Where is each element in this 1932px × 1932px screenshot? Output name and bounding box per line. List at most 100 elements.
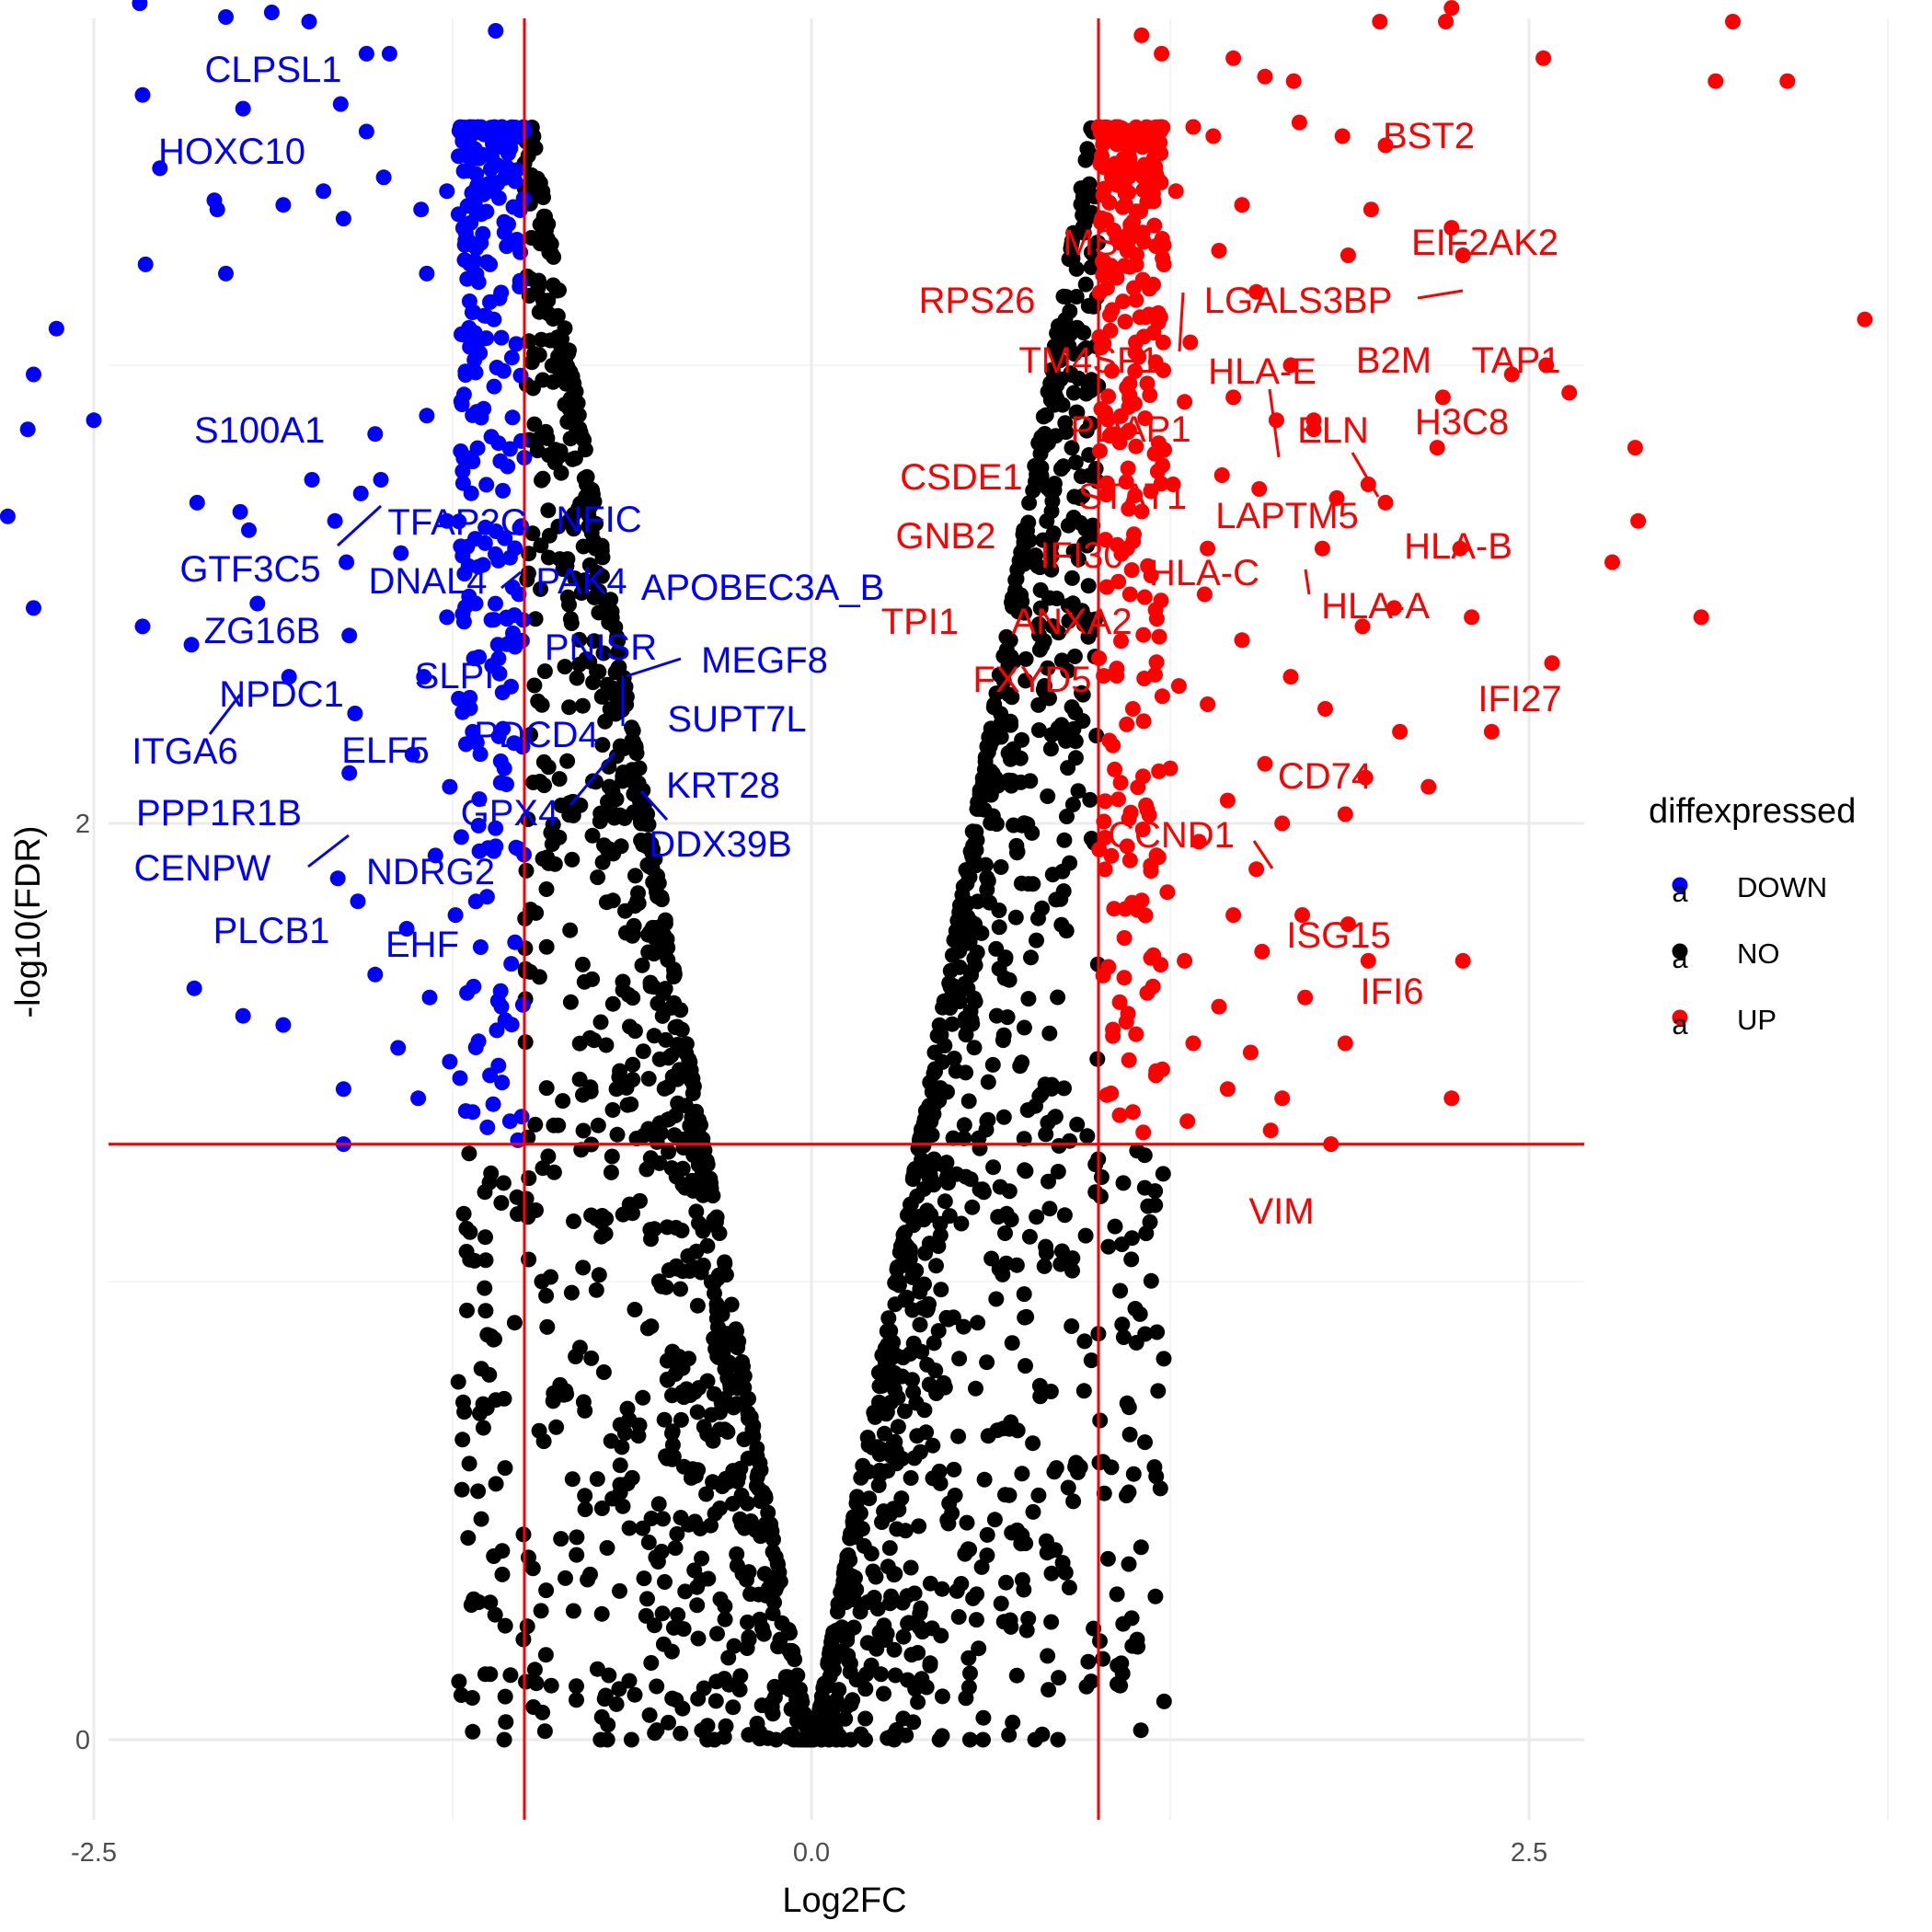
data-point (524, 1560, 541, 1577)
data-point (490, 435, 507, 452)
data-point (477, 519, 494, 535)
data-point (1136, 589, 1153, 605)
data-point (1200, 696, 1216, 712)
data-point (888, 1722, 904, 1738)
data-point (711, 1268, 728, 1284)
data-point (563, 393, 580, 408)
data-point (1274, 1090, 1291, 1107)
data-point (1066, 649, 1083, 664)
gene-label: DDX39B (649, 824, 792, 865)
data-point (689, 1297, 706, 1314)
data-point (792, 1708, 809, 1724)
data-point (1043, 1614, 1060, 1630)
data-point (625, 1205, 640, 1222)
data-point (1082, 791, 1098, 808)
data-point (707, 1693, 724, 1709)
data-point (1064, 1262, 1080, 1279)
data-point (454, 547, 471, 564)
grid-lines (92, 18, 1889, 1820)
data-point (1064, 797, 1081, 812)
data-point (1196, 586, 1213, 603)
data-point (1134, 224, 1151, 241)
data-point (635, 1389, 651, 1406)
data-point (1087, 1156, 1104, 1173)
data-point (137, 256, 154, 272)
data-point (664, 1437, 681, 1454)
data-point (1114, 1236, 1130, 1252)
data-point (183, 637, 200, 653)
data-point (558, 1570, 573, 1586)
data-point (339, 554, 355, 570)
data-point (925, 1437, 941, 1454)
gene-label: TAP1 (1471, 340, 1560, 381)
data-point (726, 1638, 742, 1654)
data-point (663, 1643, 680, 1660)
data-point (450, 1374, 466, 1390)
gene-label: CLPSL1 (205, 50, 342, 90)
data-point (740, 1614, 755, 1630)
data-point (944, 1016, 960, 1032)
data-point (1291, 114, 1307, 131)
data-point (1135, 768, 1151, 785)
data-point (750, 1466, 766, 1481)
data-point (1098, 579, 1115, 595)
gene-label: PPP1R1B (136, 793, 302, 834)
data-point (464, 185, 480, 201)
data-point (700, 1172, 717, 1188)
data-point (1018, 650, 1034, 667)
data-point (764, 1695, 780, 1711)
data-point (1109, 230, 1125, 247)
data-point (914, 1210, 930, 1226)
data-point (1044, 618, 1061, 635)
data-point (673, 1411, 689, 1428)
data-point (988, 685, 1005, 702)
gene-label: LGALS3BP (1204, 281, 1393, 321)
data-point (1131, 349, 1147, 365)
data-point (1708, 73, 1724, 89)
data-point (918, 1679, 935, 1696)
data-point (593, 1605, 610, 1622)
data-point (949, 913, 966, 929)
data-point (961, 1731, 978, 1748)
data-point (575, 1259, 592, 1276)
data-point (508, 336, 524, 352)
data-point (949, 1582, 965, 1599)
data-point (1139, 984, 1156, 1001)
data-point (1039, 512, 1055, 529)
data-point (781, 1642, 798, 1659)
data-point (927, 1156, 944, 1172)
data-point (575, 1122, 592, 1139)
data-point (533, 581, 548, 597)
data-point (677, 1583, 694, 1600)
data-point (455, 1394, 471, 1410)
data-point (1016, 1131, 1032, 1147)
data-point (497, 1617, 513, 1634)
data-point (919, 1356, 936, 1373)
data-point (1452, 540, 1468, 557)
data-point (979, 869, 995, 886)
data-point (1051, 1670, 1067, 1686)
data-point (1119, 137, 1135, 154)
data-point (496, 760, 512, 776)
data-point (575, 538, 592, 555)
data-point (534, 696, 550, 713)
data-point (661, 1714, 676, 1731)
data-point (621, 1520, 638, 1536)
data-point (457, 225, 474, 241)
data-point (1003, 1414, 1019, 1431)
data-point (577, 1488, 593, 1504)
data-point (218, 265, 234, 282)
data-point (1122, 804, 1139, 821)
data-point (973, 1558, 990, 1575)
data-point (979, 1547, 995, 1564)
data-point (1162, 760, 1179, 776)
data-point (604, 784, 621, 800)
data-point (895, 1628, 912, 1645)
data-point (439, 609, 455, 626)
data-point (477, 1252, 494, 1269)
data-point (1031, 1377, 1048, 1394)
data-point (857, 1710, 874, 1727)
data-point (879, 1323, 895, 1340)
data-point (659, 931, 675, 948)
data-point (1438, 14, 1454, 29)
